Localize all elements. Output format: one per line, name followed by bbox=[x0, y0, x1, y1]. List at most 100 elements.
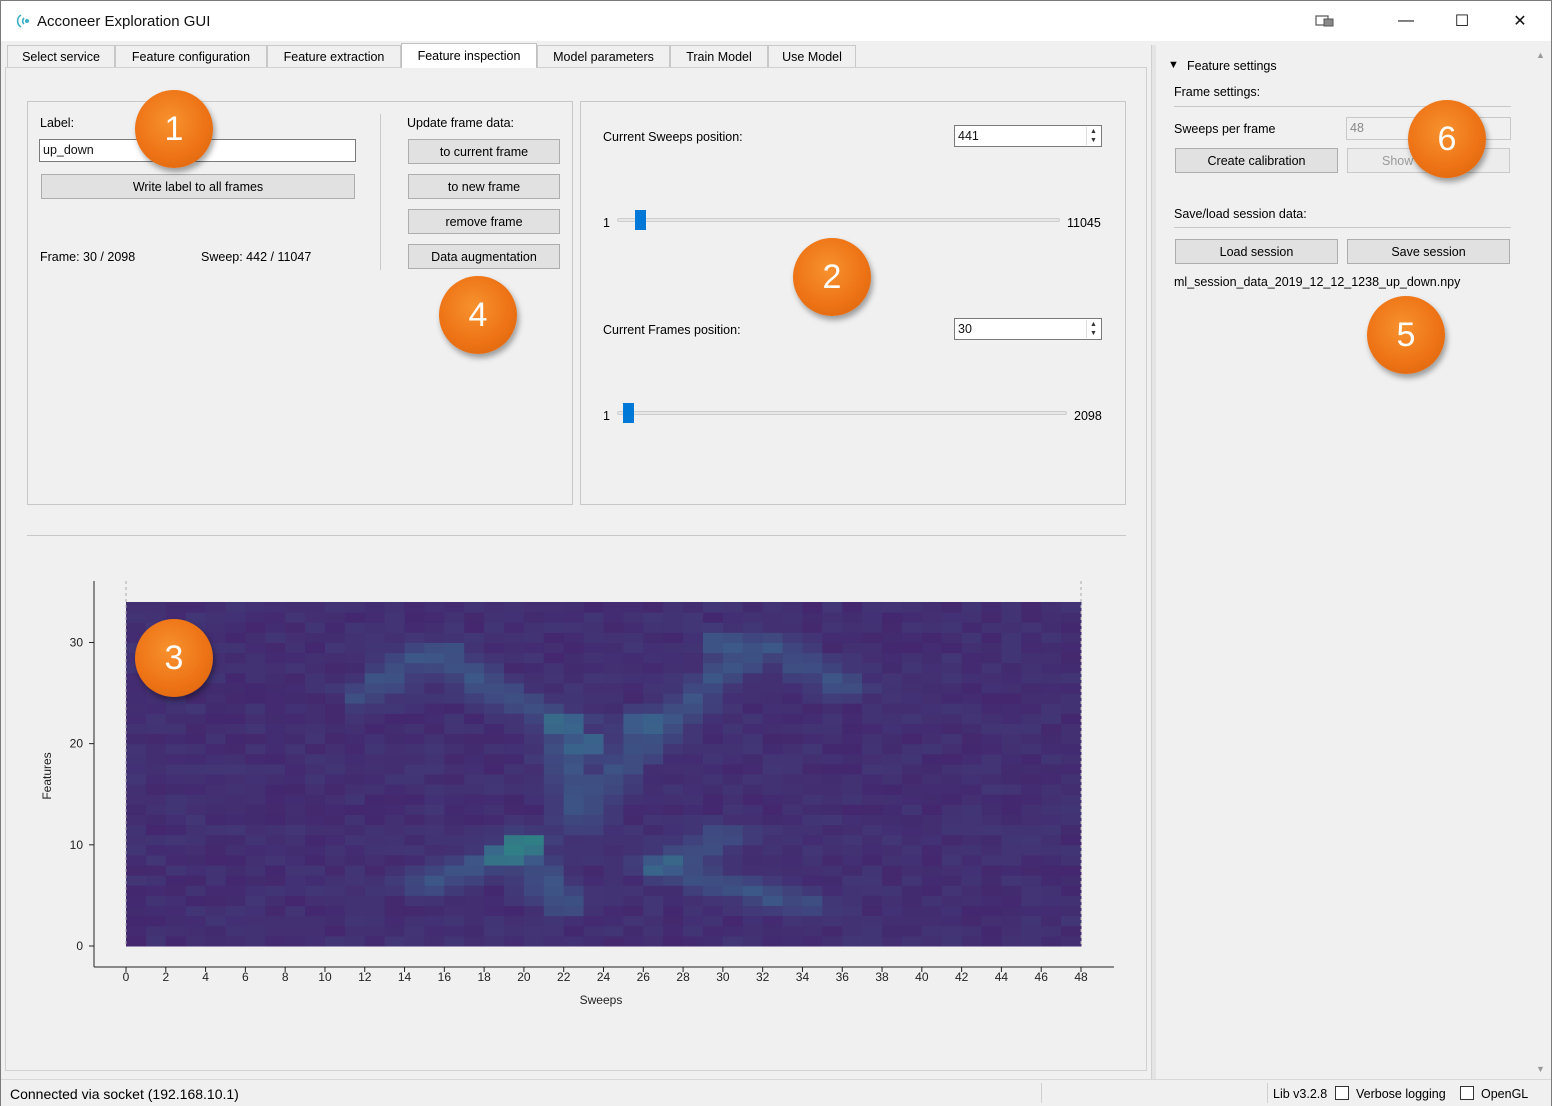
heatmap-cell bbox=[563, 682, 585, 694]
tab-train-model[interactable]: Train Model bbox=[670, 45, 768, 67]
heatmap-cell bbox=[683, 723, 704, 735]
spin-arrows-icon[interactable]: ▲ ▼ bbox=[1086, 127, 1100, 145]
tab-model-parameters[interactable]: Model parameters bbox=[537, 45, 670, 67]
sweeps-slider-handle[interactable] bbox=[635, 210, 646, 230]
heatmap-cell bbox=[782, 905, 803, 917]
heatmap-cell bbox=[285, 652, 306, 664]
minimize-button[interactable]: — bbox=[1398, 12, 1414, 29]
heatmap-cell bbox=[484, 935, 505, 947]
tab-feature-inspection[interactable]: Feature inspection bbox=[401, 43, 537, 68]
heatmap-cell bbox=[603, 875, 624, 886]
heatmap-cell bbox=[702, 713, 724, 724]
heatmap-cell bbox=[1001, 844, 1022, 856]
close-button[interactable]: ✕ bbox=[1513, 13, 1527, 30]
sweeps-position-spinbox[interactable]: 441 ▲ ▼ bbox=[954, 125, 1102, 147]
heatmap-cell bbox=[961, 763, 983, 775]
spin-arrows-icon[interactable]: ▲ ▼ bbox=[1086, 320, 1100, 338]
heatmap-cell bbox=[424, 885, 445, 896]
heatmap-cell bbox=[245, 824, 266, 836]
heatmap-cell bbox=[245, 794, 266, 805]
heatmap-cell bbox=[185, 895, 207, 907]
heatmap-cell bbox=[742, 794, 764, 805]
feature-settings-title[interactable]: Feature settings bbox=[1187, 59, 1277, 73]
heatmap-cell bbox=[941, 753, 963, 765]
switch-display-icon[interactable] bbox=[1315, 15, 1335, 27]
opengl-checkbox[interactable] bbox=[1460, 1086, 1474, 1100]
heatmap-cell bbox=[523, 763, 545, 775]
tab-feature-extraction[interactable]: Feature extraction bbox=[267, 45, 401, 67]
heatmap-cell bbox=[484, 885, 505, 896]
sidebar-scrollbar[interactable]: ▲ ▼ bbox=[1533, 45, 1550, 1079]
heatmap-cell bbox=[285, 602, 306, 613]
heatmap-cell bbox=[404, 905, 425, 917]
heatmap-cell bbox=[702, 915, 724, 927]
maximize-button[interactable]: ☐ bbox=[1454, 13, 1470, 30]
x-tick-label: 48 bbox=[1074, 970, 1088, 984]
heatmap-cell bbox=[822, 774, 843, 785]
heatmap-cell bbox=[921, 713, 943, 724]
data-augmentation-button[interactable]: Data augmentation bbox=[408, 244, 560, 269]
heatmap-cell bbox=[961, 642, 983, 654]
remove-frame-button[interactable]: remove frame bbox=[408, 209, 560, 234]
sweeps-slider-track[interactable] bbox=[617, 218, 1060, 222]
collapse-triangle-icon[interactable]: ▼ bbox=[1168, 59, 1179, 71]
frames-slider-handle[interactable] bbox=[623, 403, 634, 423]
heatmap-cell bbox=[285, 844, 306, 856]
heatmap-cell bbox=[165, 925, 187, 937]
frames-position-spinbox[interactable]: 30 ▲ ▼ bbox=[954, 318, 1102, 340]
heatmap-cell bbox=[265, 713, 286, 724]
tab-use-model[interactable]: Use Model bbox=[768, 45, 856, 67]
write-label-button[interactable]: Write label to all frames bbox=[41, 174, 355, 199]
heatmap-cell bbox=[305, 642, 326, 654]
heatmap-cell bbox=[145, 733, 167, 745]
save-session-button[interactable]: Save session bbox=[1347, 239, 1510, 264]
callout-badge-2: 2 bbox=[793, 238, 871, 316]
heatmap-cell bbox=[921, 905, 943, 917]
heatmap-cell bbox=[1061, 662, 1082, 674]
heatmap-cell bbox=[1061, 885, 1082, 896]
heatmap-cell bbox=[543, 632, 565, 643]
heatmap-cell bbox=[523, 925, 545, 937]
heatmap-cell bbox=[663, 703, 684, 714]
heatmap-cell bbox=[583, 763, 604, 775]
tab-feature-configuration[interactable]: Feature configuration bbox=[115, 45, 267, 67]
heatmap-cell bbox=[245, 844, 266, 856]
heatmap-cell bbox=[862, 682, 883, 694]
heatmap-cell bbox=[265, 935, 286, 947]
to-current-frame-button[interactable]: to current frame bbox=[408, 139, 560, 164]
heatmap-cell bbox=[583, 925, 604, 937]
heatmap-cell bbox=[324, 723, 346, 735]
tab-select-service[interactable]: Select service bbox=[7, 45, 115, 67]
heatmap-cell bbox=[643, 885, 664, 896]
heatmap-cell bbox=[583, 723, 604, 735]
heatmap-cell bbox=[683, 905, 704, 917]
heatmap-cell bbox=[364, 915, 386, 927]
heatmap-cell bbox=[683, 753, 704, 765]
splitter-handle[interactable] bbox=[1151, 45, 1156, 1079]
heatmap-cell bbox=[305, 784, 326, 795]
verbose-logging-label[interactable]: Verbose logging bbox=[1356, 1087, 1446, 1101]
verbose-logging-checkbox[interactable] bbox=[1335, 1086, 1349, 1100]
opengl-label[interactable]: OpenGL bbox=[1481, 1087, 1529, 1101]
heatmap-cell bbox=[583, 652, 604, 664]
frames-slider-track[interactable] bbox=[617, 411, 1067, 415]
load-session-button[interactable]: Load session bbox=[1175, 239, 1338, 264]
heatmap-cell bbox=[941, 865, 963, 876]
heatmap-cell bbox=[1041, 703, 1062, 714]
heatmap-cell bbox=[742, 733, 764, 745]
create-calibration-button[interactable]: Create calibration bbox=[1175, 148, 1338, 173]
heatmap-cell bbox=[623, 693, 644, 704]
heatmap-cell bbox=[444, 844, 465, 856]
heatmap-cell bbox=[1041, 794, 1062, 805]
heatmap-cell bbox=[882, 642, 903, 654]
heatmap-cell bbox=[842, 854, 863, 866]
heatmap-cell bbox=[782, 875, 803, 886]
heatmap-cell bbox=[1001, 895, 1022, 907]
heatmap-cell bbox=[344, 774, 366, 785]
heatmap-cell bbox=[205, 865, 226, 876]
heatmap-cell bbox=[822, 905, 843, 917]
to-new-frame-button[interactable]: to new frame bbox=[408, 174, 560, 199]
heatmap-cell bbox=[802, 713, 823, 724]
heatmap-cell bbox=[882, 875, 903, 886]
heatmap-cell bbox=[185, 763, 207, 775]
